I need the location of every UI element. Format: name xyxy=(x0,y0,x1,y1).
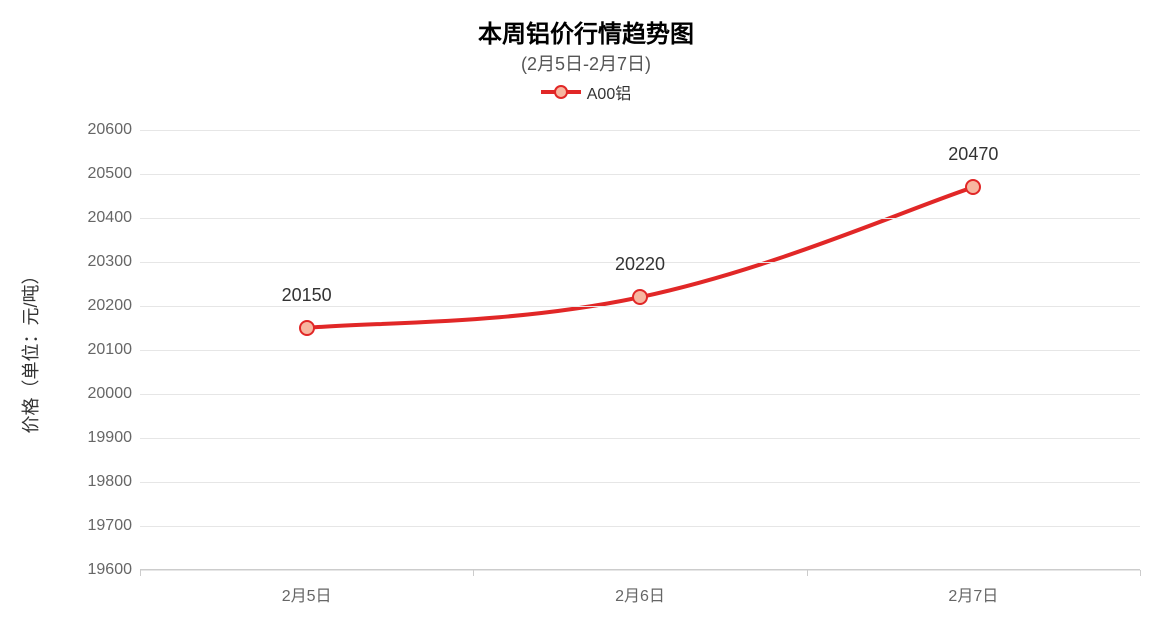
chart-legend: A00铝 xyxy=(0,80,1172,104)
y-axis-label: 价格（单位：元/吨） xyxy=(17,266,43,433)
y-gridline xyxy=(140,394,1140,395)
y-gridline xyxy=(140,306,1140,307)
chart-title: 本周铝价行情趋势图 xyxy=(0,14,1172,49)
y-tick-label: 20300 xyxy=(88,253,141,271)
x-tick-mark xyxy=(473,570,474,576)
y-tick-label: 20500 xyxy=(88,165,141,183)
y-tick-label: 19900 xyxy=(88,429,141,447)
y-gridline xyxy=(140,526,1140,527)
y-gridline xyxy=(140,438,1140,439)
y-tick-label: 20600 xyxy=(88,121,141,139)
plot-area: 1960019700198001990020000201002020020300… xyxy=(140,130,1140,570)
data-marker[interactable] xyxy=(965,179,981,195)
legend-label[interactable]: A00铝 xyxy=(587,80,631,104)
y-tick-label: 20100 xyxy=(88,341,141,359)
data-label: 20150 xyxy=(282,285,332,306)
y-tick-label: 20200 xyxy=(88,297,141,315)
y-tick-label: 20000 xyxy=(88,385,141,403)
y-gridline xyxy=(140,218,1140,219)
x-tick-mark xyxy=(1140,570,1141,576)
y-tick-label: 19700 xyxy=(88,517,141,535)
x-tick-mark xyxy=(140,570,141,576)
y-gridline xyxy=(140,174,1140,175)
y-tick-label: 19600 xyxy=(88,561,141,579)
chart-subtitle: (2月5日-2月7日) xyxy=(0,50,1172,76)
data-marker[interactable] xyxy=(299,320,315,336)
y-tick-label: 19800 xyxy=(88,473,141,491)
x-tick-label: 2月7日 xyxy=(948,570,998,606)
x-tick-label: 2月6日 xyxy=(615,570,665,606)
chart-container: 本周铝价行情趋势图 (2月5日-2月7日) A00铝 价格（单位：元/吨） 19… xyxy=(0,0,1172,644)
y-gridline xyxy=(140,482,1140,483)
y-gridline xyxy=(140,130,1140,131)
data-marker[interactable] xyxy=(632,289,648,305)
y-tick-label: 20400 xyxy=(88,209,141,227)
data-label: 20470 xyxy=(948,144,998,165)
legend-line-icon xyxy=(541,85,581,99)
data-label: 20220 xyxy=(615,254,665,275)
y-gridline xyxy=(140,350,1140,351)
x-tick-label: 2月5日 xyxy=(282,570,332,606)
x-tick-mark xyxy=(807,570,808,576)
